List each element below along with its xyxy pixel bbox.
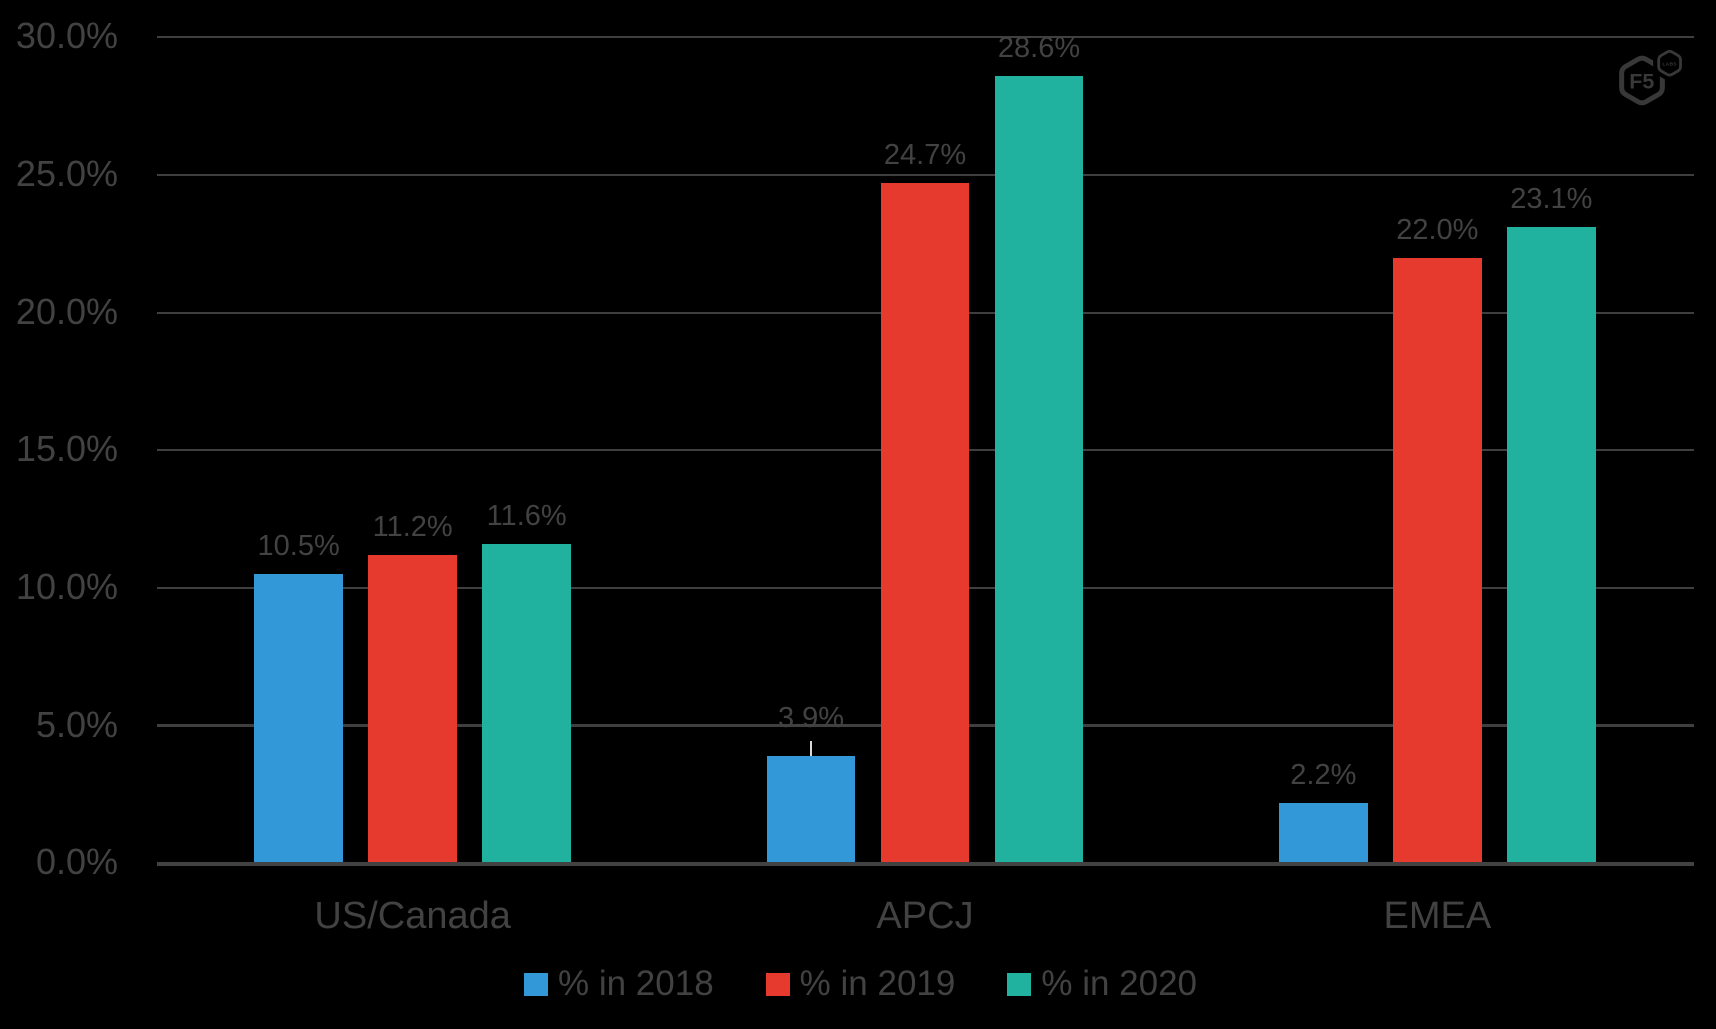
category-label-EMEA: EMEA [1383,894,1492,937]
data-label: 11.6% [486,499,567,532]
data-label: 24.7% [883,139,967,172]
legend-label: % in 2020 [1041,964,1198,1003]
data-label: 11.2% [372,510,453,543]
y-tick-label: 10.0% [15,566,118,608]
legend-swatch [765,973,790,996]
y-tick-label: 0.0% [35,841,118,883]
data-label: 3.9% [777,702,845,735]
bar-EMEA-% in 2019 [1392,257,1482,866]
f5-logo-text: F5 [1629,70,1654,94]
bar-EMEA-% in 2020 [1506,227,1596,866]
legend-label: % in 2018 [558,964,714,1003]
bar-APCJ-% in 2019 [880,183,970,866]
gridline [156,36,1694,39]
y-tick-label: 30.0% [15,15,118,57]
x-axis-line [156,862,1694,866]
legend: % in 2018 % in 2019 % in 2020 [524,966,1197,1001]
bar-APCJ-% in 2020 [994,75,1084,866]
labs-logo-text: LABS [1662,62,1677,68]
f5-labs-logo: F5 LABS [1619,45,1687,106]
data-label: 2.2% [1290,758,1357,791]
legend-item-% in 2019: % in 2019 [765,964,956,1003]
gridline [156,173,1694,177]
data-label: 28.6% [997,31,1081,64]
legend-label: % in 2019 [799,964,956,1003]
data-label: 22.0% [1396,213,1479,246]
bar-US/Canada-% in 2020 [482,543,571,866]
labs-hexagon [1657,49,1682,77]
bar-US/Canada-% in 2019 [368,554,457,866]
data-label: 10.5% [257,530,340,563]
legend-swatch [1007,973,1032,996]
y-tick-label: 20.0% [15,290,118,332]
legend-swatch [524,973,548,996]
y-tick-label: 15.0% [15,428,118,470]
data-label: 23.1% [1510,183,1593,216]
y-tick-label: 5.0% [35,703,118,745]
y-tick-label: 25.0% [15,153,118,195]
category-label-APCJ: APCJ [876,894,974,937]
bar-EMEA-% in 2018 [1278,802,1368,866]
category-label-US/Canada: US/Canada [314,894,511,937]
legend-item-% in 2018: % in 2018 [524,966,714,1001]
legend-item-% in 2020: % in 2020 [1007,966,1197,1001]
label-leader-line [810,740,812,756]
bar-US/Canada-% in 2018 [254,574,343,866]
bar-APCJ-% in 2018 [766,755,856,866]
